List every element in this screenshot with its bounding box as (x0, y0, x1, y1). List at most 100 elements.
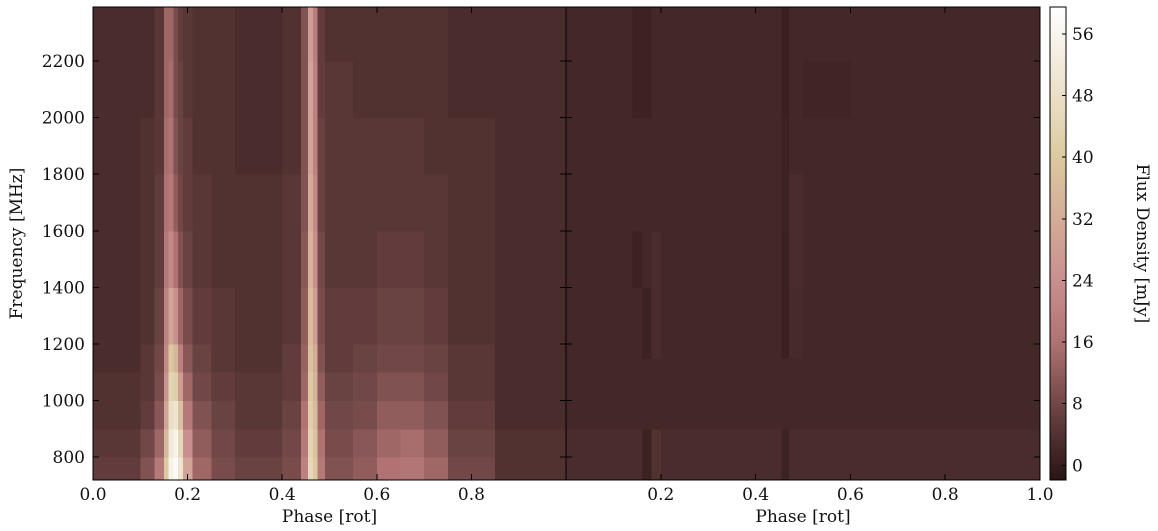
heatmap-cell (163, 174, 170, 232)
heatmap-cell (301, 428, 309, 458)
heatmap-cell (301, 457, 309, 481)
heatmap-cell (632, 428, 643, 481)
heatmap-cell (353, 7, 378, 62)
heatmap-cell (317, 117, 326, 175)
y-tick-label: 1800 (42, 165, 85, 185)
heatmap-cell (140, 457, 155, 481)
heatmap-cell (400, 428, 425, 458)
heatmap-cell (945, 7, 994, 62)
heatmap-cell (211, 230, 236, 288)
heatmap-cell (317, 343, 326, 373)
heatmap-cell (400, 343, 425, 373)
heatmap-cell (312, 428, 319, 458)
heatmap-cell (178, 7, 184, 62)
heatmap-cell (447, 174, 496, 232)
heatmap-cell (154, 61, 165, 119)
plot-frame (565, 6, 1041, 481)
heatmap-cell (850, 287, 899, 359)
heatmap-cell (651, 287, 662, 359)
heatmap-cell (163, 400, 170, 430)
heatmap-cell (566, 230, 614, 288)
heatmap-cell (173, 457, 179, 481)
heatmap-cell (154, 457, 165, 481)
heatmap-cell (192, 174, 212, 232)
heatmap-cell (301, 400, 309, 430)
heatmap-cell (803, 61, 851, 119)
heatmap-cell (168, 230, 174, 288)
heatmap-cell (182, 7, 193, 62)
heatmap-cell (182, 400, 193, 430)
heatmap-cell (376, 61, 401, 119)
heatmap-cell (140, 174, 155, 232)
heatmap-cell (651, 7, 662, 62)
heatmap-cell (641, 428, 652, 481)
colorbar-label: Flux Density [mJy] (1132, 164, 1152, 324)
heatmap-cell (651, 230, 662, 288)
heatmap-cell (708, 358, 776, 430)
heatmap-cell (651, 61, 662, 119)
heatmap-cell (495, 400, 567, 430)
heatmap-cell (376, 457, 401, 481)
heatmap-cell (282, 230, 302, 288)
heatmap-cell (140, 61, 155, 119)
heatmap-cell (168, 400, 174, 430)
heatmap-cell (211, 372, 236, 402)
heatmap-cell (312, 230, 319, 288)
heatmap-cell (632, 7, 643, 62)
heatmap-cell (211, 428, 236, 458)
heatmap-cell (788, 7, 804, 62)
heatmap-cell (182, 117, 193, 175)
heatmap-cell (163, 457, 170, 481)
heatmap-cell (178, 343, 184, 373)
heatmap-cell (308, 428, 314, 458)
heatmap-cell (192, 372, 212, 402)
heatmap-cell (708, 7, 776, 62)
heatmap-cell (447, 400, 496, 430)
heatmap-cell (641, 117, 652, 175)
heatmap-cell (211, 400, 236, 430)
heatmap-cell (566, 61, 614, 119)
heatmap-cell (850, 7, 899, 62)
heatmap-cell (173, 7, 179, 62)
heatmap-cell (897, 287, 946, 359)
heatmap-cell (641, 358, 652, 430)
heatmap-cell (660, 358, 709, 430)
heatmap-cell (168, 343, 174, 373)
heatmap-cell (324, 457, 354, 481)
heatmap-cell (788, 61, 804, 119)
heatmap-cell (308, 7, 314, 62)
heatmap-cell (312, 7, 319, 62)
heatmap-cell (93, 174, 141, 232)
heatmap-cell (178, 428, 184, 458)
x-tick-label: 0.0 (79, 485, 106, 505)
heatmap-cell (211, 457, 236, 481)
heatmap-cell (182, 457, 193, 481)
heatmap-cell (850, 358, 899, 430)
x-tick-label: 0.8 (458, 485, 485, 505)
heatmap-cell (168, 7, 174, 62)
heatmap-cell (447, 7, 496, 62)
heatmap-cell (234, 287, 283, 345)
heatmap-cell (308, 372, 314, 402)
heatmap-cell (163, 343, 170, 373)
heatmap-cell (945, 287, 994, 359)
heatmap-cell (312, 117, 319, 175)
heatmap-cell (182, 428, 193, 458)
x-tick-label: 0.4 (269, 485, 296, 505)
heatmap-cell (192, 117, 212, 175)
heatmap-cell (376, 343, 401, 373)
heatmap-cell (376, 174, 401, 232)
colorbar (1049, 6, 1067, 481)
heatmap-cell (376, 372, 401, 402)
heatmap-cell (234, 61, 283, 119)
heatmap-cell (495, 287, 567, 345)
heatmap-cell (168, 287, 174, 345)
heatmap-cell (178, 230, 184, 288)
heatmap-cell (163, 117, 170, 175)
heatmap-cell (447, 457, 496, 481)
heatmap-cell (140, 287, 155, 345)
heatmap-cell (140, 230, 155, 288)
heatmap-cell (651, 117, 662, 175)
heatmap-cell (93, 61, 141, 119)
